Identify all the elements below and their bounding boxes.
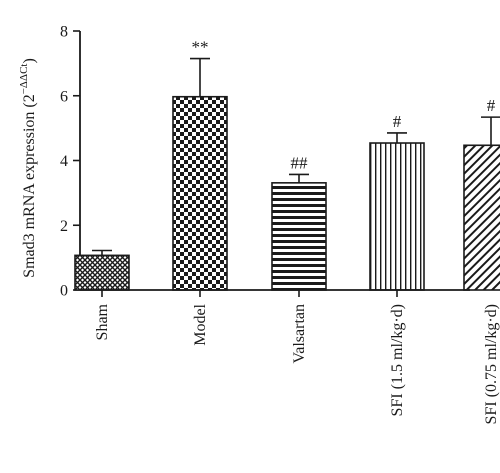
bar [271, 182, 327, 291]
y-tick-label: 4 [60, 153, 68, 170]
x-tick-label: Sham [94, 303, 111, 340]
bar [172, 95, 228, 291]
significance-label: # [487, 96, 496, 115]
y-axis-title-superscript-ct: Ct [18, 64, 30, 74]
bars-group: **#### [74, 38, 500, 291]
significance-label: ## [291, 153, 309, 172]
y-axis: 0 2 4 6 8 [60, 24, 81, 300]
x-tick-label: Model [192, 303, 209, 345]
x-tick-label: SFI (0.75 ml/kg·d) [483, 304, 500, 424]
x-tick-label: SFI (1.5 ml/kg·d) [389, 304, 406, 416]
y-tick-label: 8 [60, 24, 68, 41]
y-axis-label: Smad3 mRNA expression (2−ΔΔCt) [18, 58, 38, 278]
y-axis-title-main: Smad3 mRNA expression (2 [21, 94, 38, 278]
y-axis-title-superscript: −ΔΔ [18, 74, 30, 94]
y-axis-title: Smad3 mRNA expression (2−ΔΔCt) [18, 58, 38, 278]
significance-label: # [393, 112, 402, 131]
x-axis: Sham Model Valsartan SFI (1.5 ml/kg·d) SFI (… [80, 289, 500, 424]
bar [463, 144, 500, 291]
bar [369, 142, 425, 291]
bar [74, 254, 130, 291]
y-axis-title-suffix: ) [21, 58, 38, 63]
x-tick-label: Valsartan [291, 304, 308, 364]
y-tick-label: 6 [60, 88, 68, 105]
y-tick-label: 0 [60, 283, 68, 300]
y-tick-label: 2 [60, 218, 68, 235]
significance-label: ** [192, 38, 209, 57]
